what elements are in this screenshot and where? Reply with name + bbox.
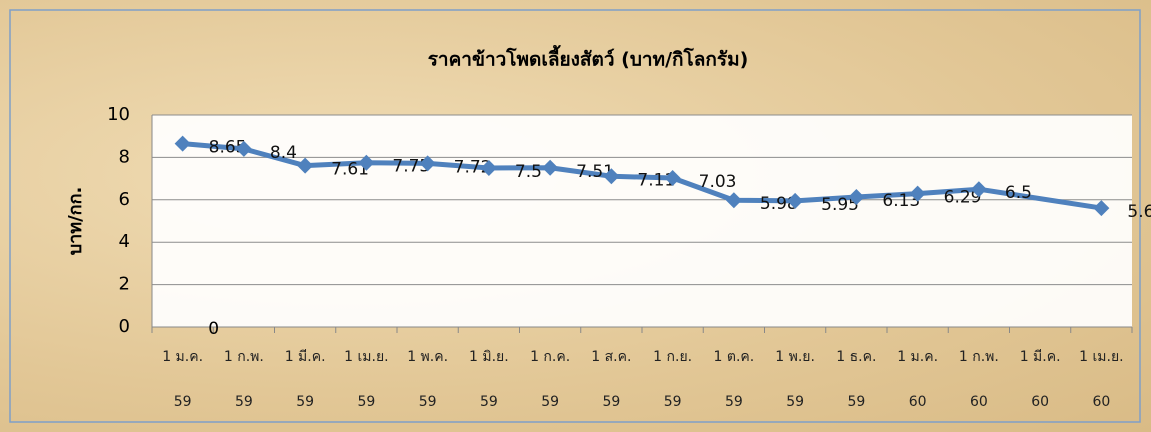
x-tick-label: 1 ม.ค. 60 [897,349,939,410]
data-label: 6.5 [1005,183,1032,203]
data-label: 6.29 [944,188,982,208]
y-tick-label: 10 [107,104,130,125]
marker [297,157,314,174]
annotation: 0 [208,319,219,339]
marker [174,135,191,152]
data-label: 8.4 [270,143,297,163]
chart-title: ราคาข้าวโพดเลี้ยงสัตว์ (บาท/กิโลกรัม) [428,45,749,71]
x-tick-label: 1 ก.ค. 59 [530,349,571,410]
x-tick-label: 1 เม.ย. 59 [344,349,389,410]
marker [542,159,559,176]
y-axis-label: บาท/กก. [65,187,86,256]
x-tick-label: 1 ส.ค. 59 [591,349,632,410]
y-tick-label: 2 [119,274,130,295]
x-tick-label: 1 มิ.ย. 59 [469,349,509,410]
x-tick-label: 1 ม.ค. 59 [162,349,204,410]
data-label: 5.95 [821,195,859,215]
plot-area [152,115,1132,327]
data-label: 7.61 [331,160,369,180]
x-tick-label: 1 เม.ย. 60 [1079,349,1124,410]
data-label: 7.11 [637,170,675,190]
marker [358,154,375,171]
marker [909,185,926,202]
data-label: 5.61 [1127,202,1151,222]
x-tick-label: 1 มี.ค. 59 [284,349,326,410]
marker [235,140,252,157]
x-tick-label: 1 ก.พ. 59 [223,349,264,410]
x-tick-label: 1 ก.ย. 59 [653,349,693,410]
x-tick-label: 1 ธ.ค. 59 [836,349,877,410]
x-tick-label: 1 ต.ค. 59 [713,349,755,410]
data-label: 8.65 [209,138,247,158]
marker [603,168,620,185]
y-tick-label: 6 [119,189,130,210]
x-tick-label: 1 พ.ค. 59 [407,349,449,410]
y-tick-label: 0 [119,316,130,337]
marker [725,192,742,209]
frame [9,9,1141,423]
y-tick-label: 8 [119,146,130,167]
data-label: 5.98 [760,194,798,214]
x-tick-label: 1 มี.ค. 60 [1019,349,1061,410]
data-label: 7.72 [454,157,492,177]
marker [1093,200,1110,217]
marker [787,192,804,209]
marker [848,189,865,206]
x-tick-label: 1 พ.ย. 59 [775,349,815,410]
marker [419,155,436,172]
data-label: 7.75 [392,157,430,177]
x-tick-label: 1 ก.พ. 60 [958,349,999,410]
y-tick-label: 4 [119,231,130,252]
marker [480,160,497,176]
data-label: 6.13 [882,191,920,211]
marker [970,181,987,198]
data-label: 7.5 [515,162,542,182]
marker [664,169,681,186]
data-label: 7.03 [699,172,737,192]
